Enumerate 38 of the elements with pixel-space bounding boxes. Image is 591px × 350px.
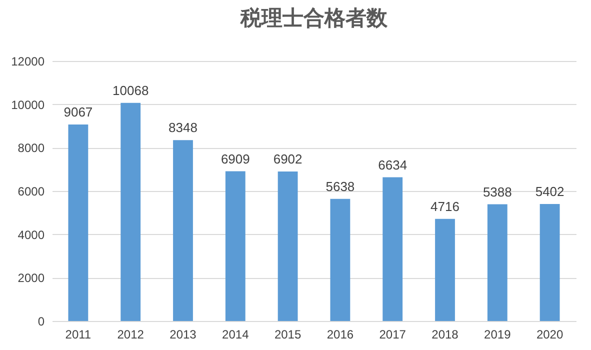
x-tick-label: 2017 (379, 328, 406, 342)
data-label: 6909 (220, 151, 250, 166)
bar (278, 171, 298, 321)
x-tick-label: 2012 (117, 328, 144, 342)
data-label: 5638 (326, 178, 355, 194)
bar (487, 204, 508, 321)
x-tick-label: 2015 (274, 328, 302, 342)
bar (120, 102, 141, 321)
y-tick-label: 4000 (18, 228, 45, 242)
data-label: 4716 (430, 198, 460, 214)
bar (540, 204, 560, 321)
chart-title: 税理士合格者数 (240, 7, 388, 30)
y-tick-label: 8000 (18, 141, 45, 156)
x-tick-label: 2014 (222, 328, 250, 342)
data-label: 5388 (482, 184, 512, 200)
x-tick-label: 2020 (536, 328, 564, 342)
data-label: 6902 (273, 151, 302, 166)
y-tick-label: 10000 (11, 98, 45, 112)
bar (382, 177, 403, 321)
y-tick-label: 12000 (11, 54, 45, 68)
bar (435, 218, 455, 321)
x-tick-label: 2011 (65, 328, 92, 342)
bar (225, 171, 246, 321)
data-label: 9067 (64, 104, 93, 120)
data-label: 6634 (378, 157, 408, 172)
x-tick-label: 2019 (484, 328, 512, 342)
bar (173, 140, 193, 321)
x-tick-label: 2016 (326, 328, 354, 342)
x-tick-label: 2018 (432, 328, 459, 342)
bar (330, 198, 350, 321)
bar (68, 124, 88, 321)
y-tick-label: 2000 (18, 271, 45, 286)
data-label: 8348 (168, 120, 198, 136)
x-tick-label: 2013 (170, 328, 197, 342)
data-label: 5402 (535, 184, 564, 199)
y-tick-label: 0 (38, 314, 45, 328)
data-label: 10068 (112, 82, 149, 98)
y-tick-label: 6000 (18, 184, 45, 198)
